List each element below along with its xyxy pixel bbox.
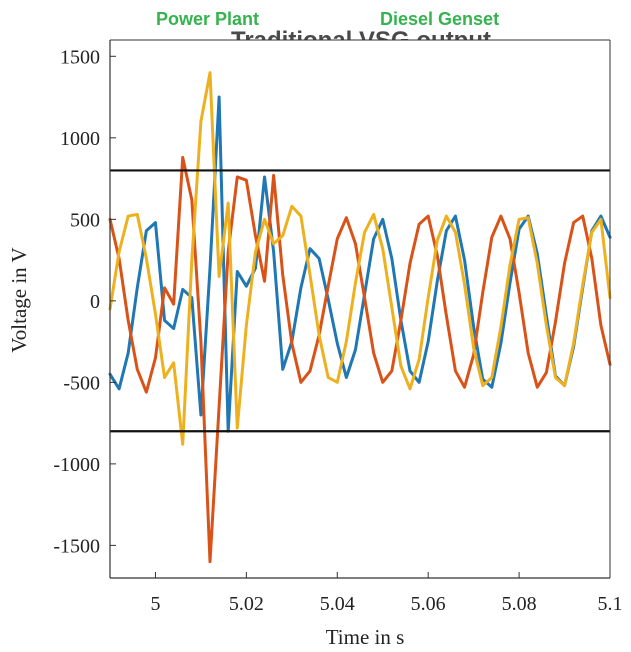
y-tick-label-7: 1500 [60, 46, 100, 68]
plot-layer [108, 40, 612, 578]
x-tick-label-2: 5.02 [229, 593, 264, 615]
power-plant-label: Power Plant [156, 9, 259, 29]
diesel-genset-label: Diesel Genset [380, 9, 499, 29]
y-tick-label-3: -500 [63, 372, 100, 394]
x-tick-label-1: 5 [150, 593, 160, 615]
axis-layer: 5 5.02 5.04 5.06 5.08 5.1 -1500 -1000 -500 0 500 10… [53, 39, 623, 615]
y-tick-label-4: 0 [90, 291, 100, 313]
y-tick-label-2: -1000 [53, 454, 100, 476]
plot-background [110, 40, 610, 578]
series-line-3 [108, 71, 612, 446]
y-tick-label-1: -1500 [53, 535, 100, 557]
x-axis-label: Time in s [326, 625, 405, 649]
y-tick-label-5: 500 [70, 209, 100, 231]
x-tick-label-6: 5.1 [598, 593, 623, 615]
y-tick-label-6: 1000 [60, 128, 100, 150]
x-tick-label-3: 5.04 [320, 593, 355, 615]
x-tick-label-4: 5.06 [411, 593, 446, 615]
x-tick-label-5: 5.08 [502, 593, 537, 615]
y-axis-label: Voltage in V [7, 247, 31, 352]
